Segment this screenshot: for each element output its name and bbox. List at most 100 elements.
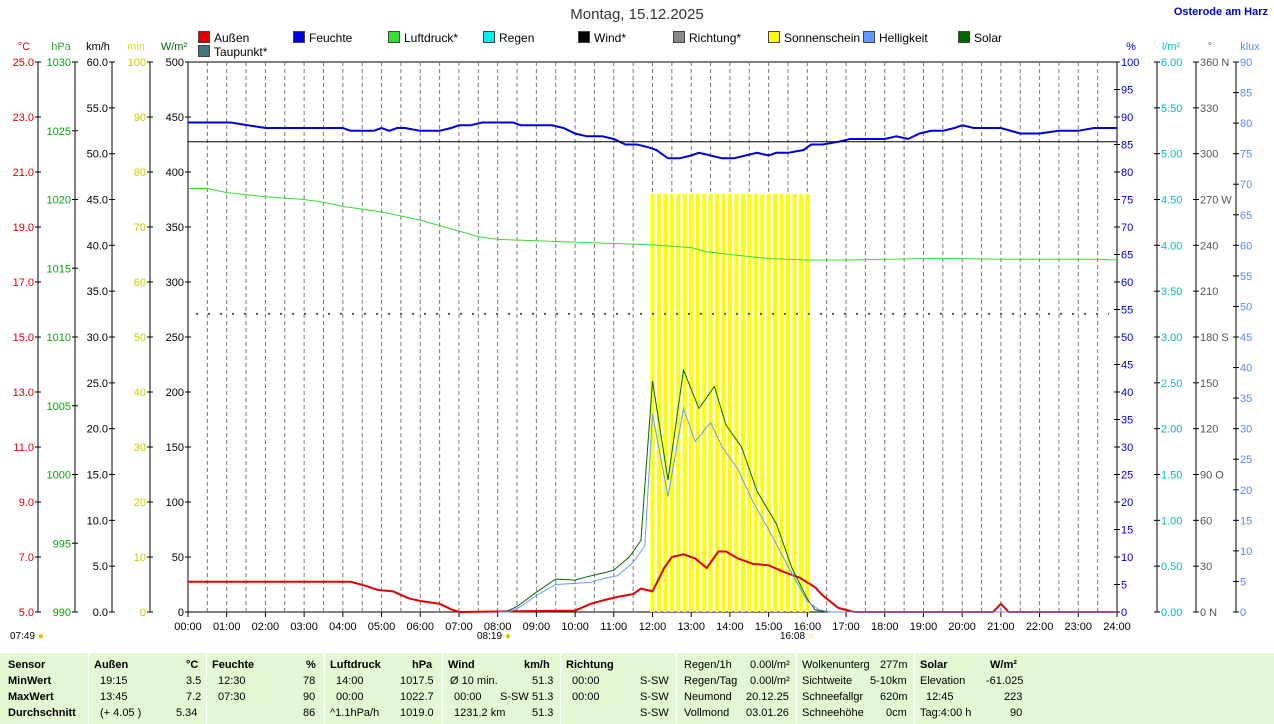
- y-tick-label: 45: [1240, 332, 1252, 344]
- solar-min: -61.025: [986, 675, 1024, 687]
- y-tick-label: 120: [1200, 424, 1218, 436]
- y-tick-label: 13.0: [13, 387, 34, 399]
- sunshine-bar: [689, 194, 694, 612]
- y-tick-label: 6.00: [1161, 57, 1182, 69]
- y-tick-label: 21.0: [13, 167, 34, 179]
- y-tick-label: 1010: [47, 332, 71, 344]
- y-tick-label: 5: [1240, 576, 1246, 588]
- richtung-min-time: 00:00: [572, 675, 600, 687]
- y-tick-label: 50: [1121, 332, 1133, 344]
- y-tick-label: 15: [1240, 515, 1252, 527]
- y-tick-label: 5.0: [93, 561, 108, 573]
- luftdruck-min-time: 14:00: [336, 675, 364, 687]
- x-tick-label: 06:00: [406, 621, 434, 633]
- aussen-max: 7.2: [186, 691, 202, 703]
- y-tick-label: 20: [1240, 485, 1252, 497]
- legend-item-10: Taupunkt*: [198, 45, 267, 59]
- y-tick-label: 90: [1121, 112, 1133, 124]
- sunshine-bar: [747, 194, 752, 612]
- solar-unit: W/m²: [990, 659, 1017, 671]
- y-tick-label: 60: [1240, 240, 1252, 252]
- feuchte-max: 90: [303, 691, 316, 703]
- stats-panel: Sensor MinWert MaxWert Durchschnitt Auße…: [0, 653, 1274, 724]
- y-tick-label: 210: [1200, 286, 1218, 298]
- legend-swatch: [578, 31, 590, 43]
- luftdruck-avg: 1019.0: [400, 707, 434, 719]
- x-tick-label: 13:00: [677, 621, 705, 633]
- x-tick-label: 02:00: [252, 621, 280, 633]
- regen-tag-label: Regen/Tag: [684, 675, 738, 687]
- wind-avg-note: 1231.2 km: [454, 707, 506, 719]
- wind-max: 51.3: [532, 691, 554, 703]
- y-tick-label: 10: [134, 552, 146, 564]
- y-tick-label: 85: [1240, 88, 1252, 100]
- y-tick-label: 2.00: [1161, 424, 1182, 436]
- x-tick-label: 05:00: [368, 621, 396, 633]
- y-tick-label: 11.0: [13, 442, 34, 454]
- y-tick-label: 90: [1240, 57, 1252, 69]
- y-tick-label: 1030: [47, 57, 71, 69]
- sunshine-bar: [695, 194, 700, 612]
- x-tick-label: 18:00: [871, 621, 899, 633]
- y-tick-label: 25.0: [87, 378, 108, 390]
- series-line-luftdruck: [188, 188, 1118, 261]
- y-tick-label: 60: [1121, 277, 1133, 289]
- series-line-außen: [188, 550, 1117, 614]
- legend-label: Luftdruck*: [404, 31, 459, 45]
- y-tick-label: 10.0: [87, 515, 108, 527]
- feuchte-avg: 86: [303, 707, 316, 719]
- sunshine-bar: [734, 194, 739, 612]
- sunshine-bar: [753, 194, 758, 612]
- legend-item-3: Luftdruck*: [388, 31, 458, 45]
- axis-unit: hPa: [51, 41, 71, 53]
- y-tick-label: 95: [1121, 85, 1133, 97]
- x-tick-label: 11:00: [600, 621, 627, 633]
- y-tick-label: 35.0: [87, 286, 108, 298]
- richtung-max: S-SW: [640, 691, 669, 703]
- legend-item-7: Sonnenschein: [768, 31, 860, 45]
- y-tick-label: 50: [1240, 301, 1252, 313]
- sunshine-bar: [798, 194, 803, 612]
- y-tick-label: 40: [134, 387, 146, 399]
- y-tick-label: 25: [1240, 454, 1252, 466]
- y-tick-label: 0.00: [1161, 607, 1182, 619]
- sunrise-time: 07:49 ●: [10, 631, 44, 642]
- y-tick-label: 0.0: [93, 607, 108, 619]
- y-tick-label: 20: [134, 497, 146, 509]
- y-tick-label: 2.50: [1161, 378, 1182, 390]
- sun-start-time: 08:19 ●: [477, 631, 511, 642]
- y-tick-label: 995: [53, 538, 71, 550]
- y-tick-label: 250: [166, 332, 184, 344]
- y-tick-label: 9.0: [19, 497, 34, 509]
- wind-unit: km/h: [524, 659, 550, 671]
- richtung-min: S-SW: [640, 675, 669, 687]
- y-tick-label: 5.50: [1161, 103, 1182, 115]
- axis-unit: %: [1126, 41, 1136, 53]
- wind-max-dir: S-SW: [500, 691, 529, 703]
- axis-unit: W/m²: [161, 41, 188, 53]
- aussen-unit: °C: [186, 659, 199, 671]
- axis-unit: min: [127, 41, 145, 53]
- y-tick-label: 50: [134, 332, 146, 344]
- legend-label: Solar: [974, 31, 1003, 45]
- y-tick-label: 1020: [47, 195, 71, 207]
- x-tick-label: 21:00: [987, 621, 1015, 633]
- y-tick-label: 15.0: [87, 470, 108, 482]
- y-tick-label: 45: [1121, 360, 1133, 372]
- y-tick-label: 10: [1240, 546, 1252, 558]
- richtung-header: Richtung: [566, 659, 614, 671]
- y-tick-label: 30: [1200, 561, 1212, 573]
- sunshine-bar: [773, 194, 778, 612]
- wind-min-label: Ø 10 min.: [450, 675, 498, 687]
- aussen-avg-note: (+ 4.05 ): [100, 707, 142, 719]
- y-tick-label: 15.0: [13, 332, 34, 344]
- y-tick-label: 15: [1121, 525, 1133, 537]
- x-tick-label: 22:00: [1026, 621, 1054, 633]
- axis-unit: km/h: [86, 41, 110, 53]
- luftdruck-max: 1022.7: [400, 691, 434, 703]
- x-tick-label: 15:00: [755, 621, 783, 633]
- x-tick-label: 01:00: [213, 621, 241, 633]
- sunshine-bar: [663, 194, 668, 612]
- y-tick-label: 85: [1121, 140, 1133, 152]
- schneefallgr-label: Schneefallgr: [802, 691, 864, 703]
